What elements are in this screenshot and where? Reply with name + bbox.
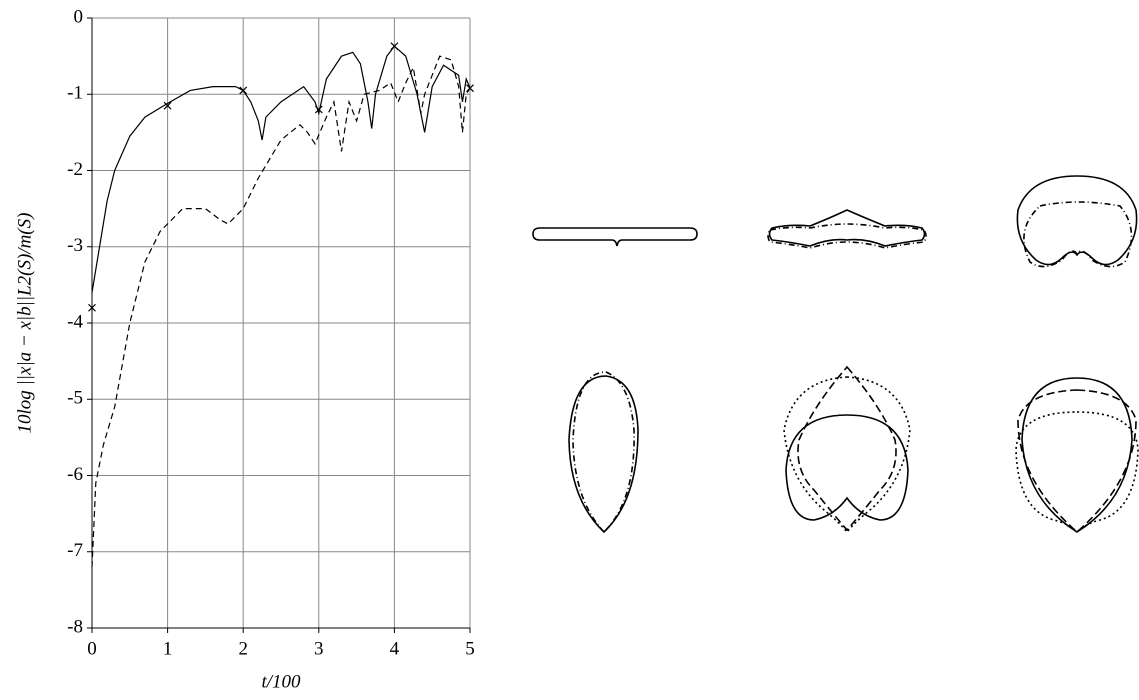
shape [572, 371, 635, 534]
data-marker [88, 303, 96, 312]
data-marker [239, 86, 248, 95]
y-tick-label: -2 [67, 159, 83, 180]
data-marker [390, 42, 399, 51]
y-tick-label: -3 [67, 235, 83, 256]
x-tick-label: 5 [465, 638, 475, 659]
shape [767, 223, 927, 249]
data-line [91, 55, 471, 568]
shape [1015, 411, 1139, 534]
shape [1016, 175, 1138, 266]
y-tick-label: -8 [67, 616, 83, 637]
shape [1023, 201, 1133, 268]
shape [1021, 377, 1133, 533]
y-tick-label: 0 [74, 6, 84, 27]
data-marker [466, 84, 474, 93]
shape [568, 375, 639, 534]
y-tick-label: -4 [67, 311, 83, 332]
y-tick-label: -6 [67, 464, 83, 485]
data-marker [163, 101, 172, 110]
shape [797, 365, 897, 532]
shape [783, 376, 911, 534]
x-tick-label: 3 [314, 638, 324, 659]
shape [768, 209, 926, 247]
x-tick-label: 4 [390, 638, 400, 659]
y-tick-label: -5 [67, 388, 83, 409]
x-tick-label: 2 [238, 638, 248, 659]
y-axis-label: 10log ||x|a − x|b||L2(S)/m(S) [14, 213, 35, 434]
x-tick-label: 0 [87, 638, 97, 659]
x-tick-label: 1 [163, 638, 173, 659]
shape-diagrams [532, 175, 1139, 534]
shape [532, 227, 698, 247]
y-tick-label: -1 [67, 83, 83, 104]
data-line [91, 45, 471, 293]
y-tick-label: -7 [67, 540, 83, 561]
data-marker [314, 105, 323, 114]
x-axis-label: t/100 [261, 671, 301, 692]
shape [1017, 389, 1137, 534]
shape [785, 414, 909, 521]
